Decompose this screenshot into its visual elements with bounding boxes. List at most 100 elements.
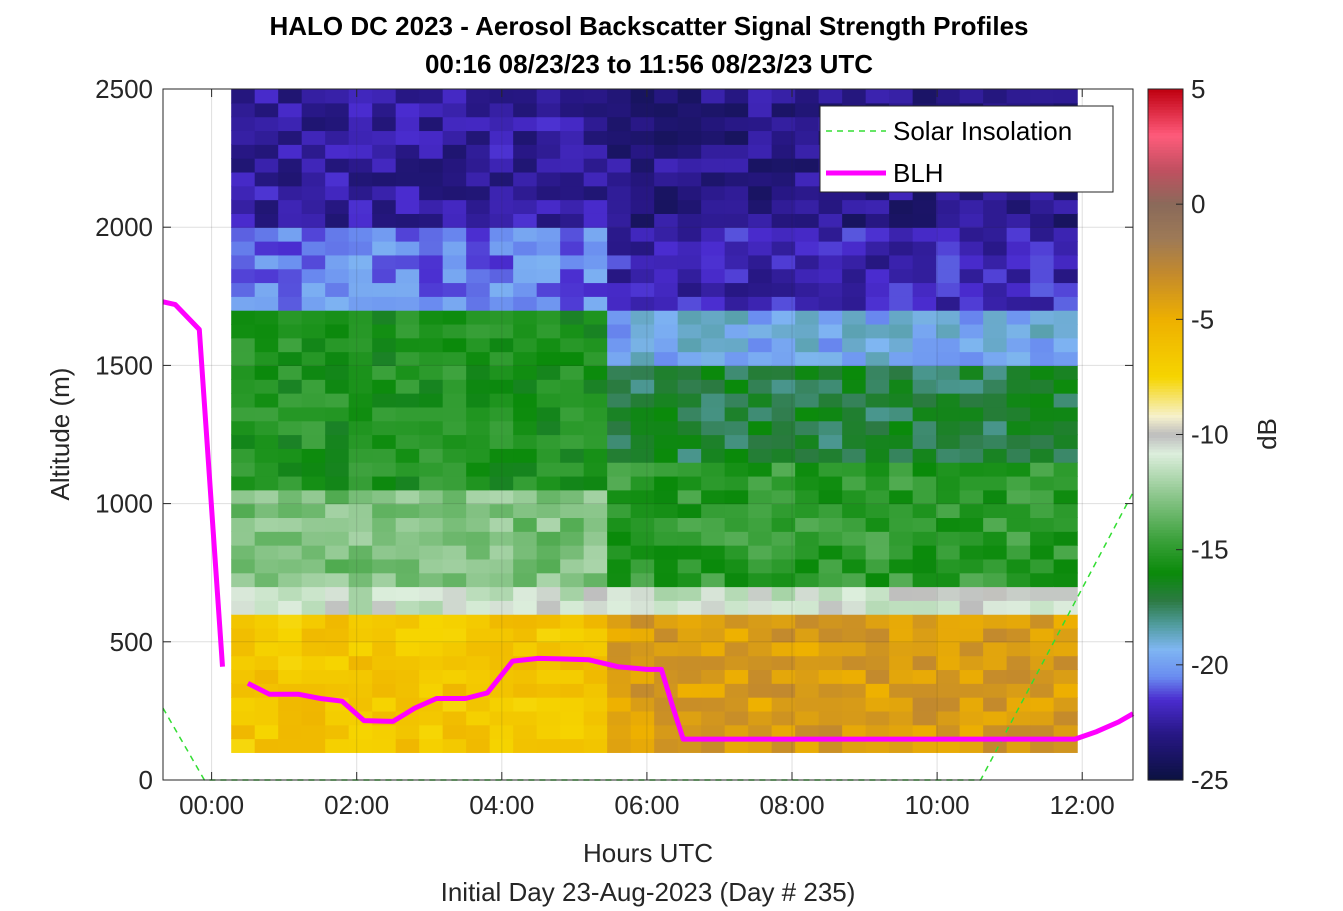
heatmap-cell: [254, 462, 279, 477]
heatmap-cell: [865, 462, 890, 477]
heatmap-cell: [724, 627, 749, 643]
heatmap-cell: [419, 586, 444, 601]
heatmap-cell: [1030, 420, 1055, 436]
heatmap-cell: [1030, 641, 1055, 657]
heatmap-cell: [724, 158, 749, 173]
heatmap-cell: [630, 213, 655, 228]
colorbar-cell: [1148, 241, 1183, 246]
heatmap-cell: [983, 337, 1008, 353]
heatmap-cell: [912, 724, 937, 740]
heatmap-cell: [607, 462, 632, 477]
heatmap-cell: [1006, 586, 1031, 601]
heatmap-cell: [301, 462, 326, 477]
heatmap-cell: [536, 227, 561, 242]
heatmap-cell: [959, 448, 984, 463]
heatmap-cell: [771, 420, 796, 436]
heatmap-cell: [489, 406, 514, 422]
heatmap-cell: [560, 158, 585, 173]
heatmap-cell: [278, 655, 303, 671]
heatmap-cell: [630, 697, 655, 712]
heatmap-cell: [442, 351, 467, 366]
heatmap-cell: [842, 254, 867, 270]
heatmap-cell: [654, 144, 679, 159]
heatmap-cell: [231, 503, 256, 519]
heatmap-cell: [959, 351, 984, 366]
colorbar-cell: [1148, 91, 1183, 96]
heatmap-cell: [748, 241, 773, 256]
heatmap-cell: [231, 144, 256, 159]
x-axis-sublabel: Initial Day 23-Aug-2023 (Day # 235): [441, 877, 856, 907]
heatmap-cell: [865, 351, 890, 366]
heatmap-cell: [348, 406, 373, 422]
heatmap-cell: [419, 227, 444, 242]
heatmap-cell: [395, 489, 420, 505]
heatmap-cell: [325, 517, 350, 532]
heatmap-cell: [677, 434, 702, 449]
heatmap-cell: [842, 199, 867, 214]
heatmap-cell: [748, 351, 773, 366]
heatmap-cell: [983, 406, 1008, 422]
heatmap-cell: [936, 724, 961, 740]
heatmap-cell: [583, 475, 608, 491]
heatmap-cell: [466, 158, 491, 173]
heatmap-cell: [583, 158, 608, 173]
heatmap-cell: [442, 365, 467, 380]
heatmap-cell: [842, 213, 867, 228]
heatmap-cell: [607, 323, 632, 339]
heatmap-cell: [818, 558, 843, 574]
colorbar-cell: [1148, 365, 1183, 369]
heatmap-cell: [818, 241, 843, 256]
colorbar-cell: [1148, 446, 1183, 450]
heatmap-cell: [771, 199, 796, 214]
heatmap-cell: [983, 655, 1008, 671]
heatmap-cell: [983, 669, 1008, 684]
heatmap-cell: [630, 241, 655, 256]
heatmap-cell: [442, 586, 467, 601]
heatmap-cell: [372, 558, 397, 574]
heatmap-cell: [1030, 738, 1055, 753]
heatmap-cell: [889, 614, 914, 629]
heatmap-cell: [489, 116, 514, 132]
heatmap-cell: [889, 227, 914, 242]
heatmap-cell: [325, 379, 350, 394]
heatmap-cell: [818, 434, 843, 449]
heatmap-cell: [677, 406, 702, 422]
heatmap-cell: [466, 89, 491, 104]
heatmap-cell: [983, 323, 1008, 339]
heatmap-cell: [865, 89, 890, 104]
heatmap-cell: [959, 710, 984, 726]
heatmap-cell: [536, 586, 561, 601]
heatmap-cell: [724, 503, 749, 519]
heatmap-cell: [795, 254, 820, 270]
heatmap-cell: [395, 669, 420, 684]
heatmap-cell: [372, 130, 397, 145]
heatmap-cell: [278, 254, 303, 270]
colorbar-cell: [1148, 636, 1183, 640]
colorbar-cell: [1148, 290, 1183, 295]
colorbar-cell: [1148, 552, 1183, 557]
heatmap-cell: [254, 434, 279, 449]
heatmap-cell: [348, 697, 373, 712]
heatmap-cell: [889, 517, 914, 532]
heatmap-cell: [748, 254, 773, 270]
heatmap-cell: [1053, 268, 1078, 284]
heatmap-cell: [536, 545, 561, 560]
heatmap-cell: [607, 130, 632, 145]
colorbar-cell: [1148, 304, 1183, 309]
heatmap-cell: [983, 351, 1008, 366]
heatmap-cell: [936, 406, 961, 422]
heatmap-cell: [677, 296, 702, 311]
heatmap-cell: [231, 531, 256, 546]
heatmap-cell: [677, 420, 702, 436]
heatmap-cell: [348, 158, 373, 173]
heatmap-cell: [278, 545, 303, 560]
heatmap-cell: [536, 185, 561, 201]
heatmap-cell: [701, 697, 726, 712]
colorbar-cell: [1148, 267, 1183, 271]
heatmap-cell: [607, 171, 632, 187]
heatmap-cell: [842, 379, 867, 394]
heatmap-cell: [1030, 724, 1055, 740]
heatmap-cell: [959, 572, 984, 588]
heatmap-cell: [513, 282, 538, 297]
heatmap-cell: [701, 572, 726, 588]
